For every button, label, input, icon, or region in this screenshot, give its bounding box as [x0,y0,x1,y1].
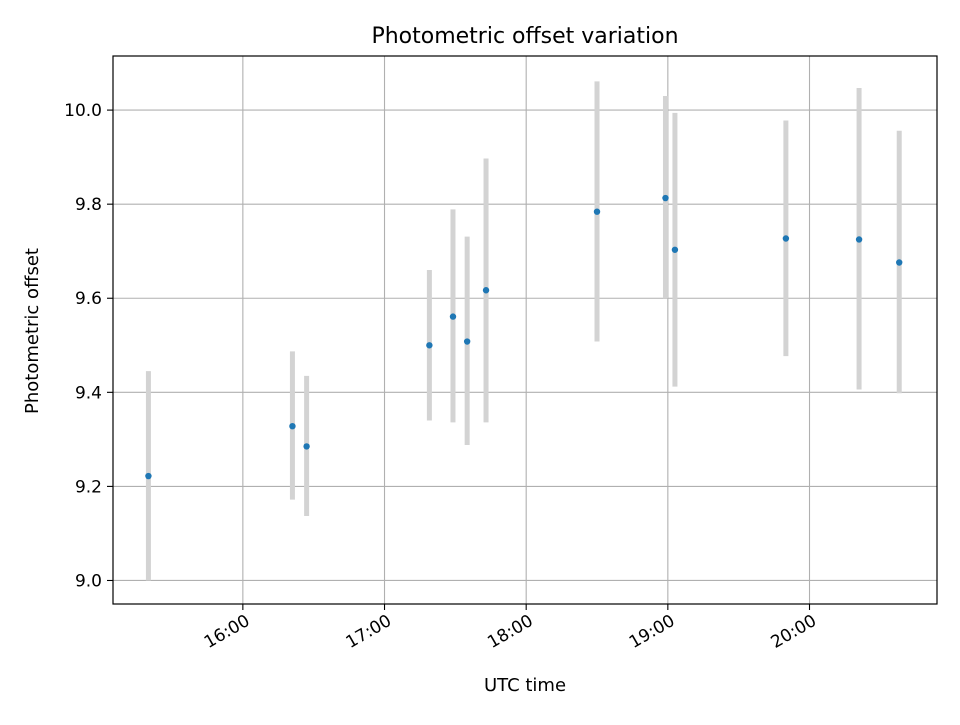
data-point [662,194,669,202]
data-point [289,422,296,430]
data-point [896,259,903,266]
y-axis-label: Photometric offset [22,248,43,414]
data-point [145,472,152,480]
y-tick-label: 9.0 [75,571,102,591]
data-point [449,313,457,320]
y-tick-label: 9.2 [75,477,102,497]
grid-layer [113,56,937,604]
y-tick-label: 10.0 [64,101,102,121]
x-axis-label: UTC time [484,675,566,696]
data-point [426,342,433,349]
data-point [593,208,601,215]
y-tick-label: 9.4 [75,383,102,403]
y-tick-label: 9.6 [75,289,102,309]
data-point [671,246,679,253]
point-layer [145,194,903,480]
y-tick-label: 9.8 [75,195,102,215]
data-point [463,338,471,345]
data-point [303,443,310,450]
plot-frame [112,55,938,605]
data-point [482,287,490,294]
data-point [855,236,863,243]
chart-title: Photometric offset variation [371,24,678,49]
data-point [782,235,790,242]
